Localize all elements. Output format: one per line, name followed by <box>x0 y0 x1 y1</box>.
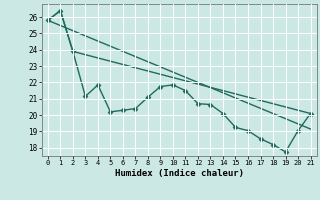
X-axis label: Humidex (Indice chaleur): Humidex (Indice chaleur) <box>115 169 244 178</box>
